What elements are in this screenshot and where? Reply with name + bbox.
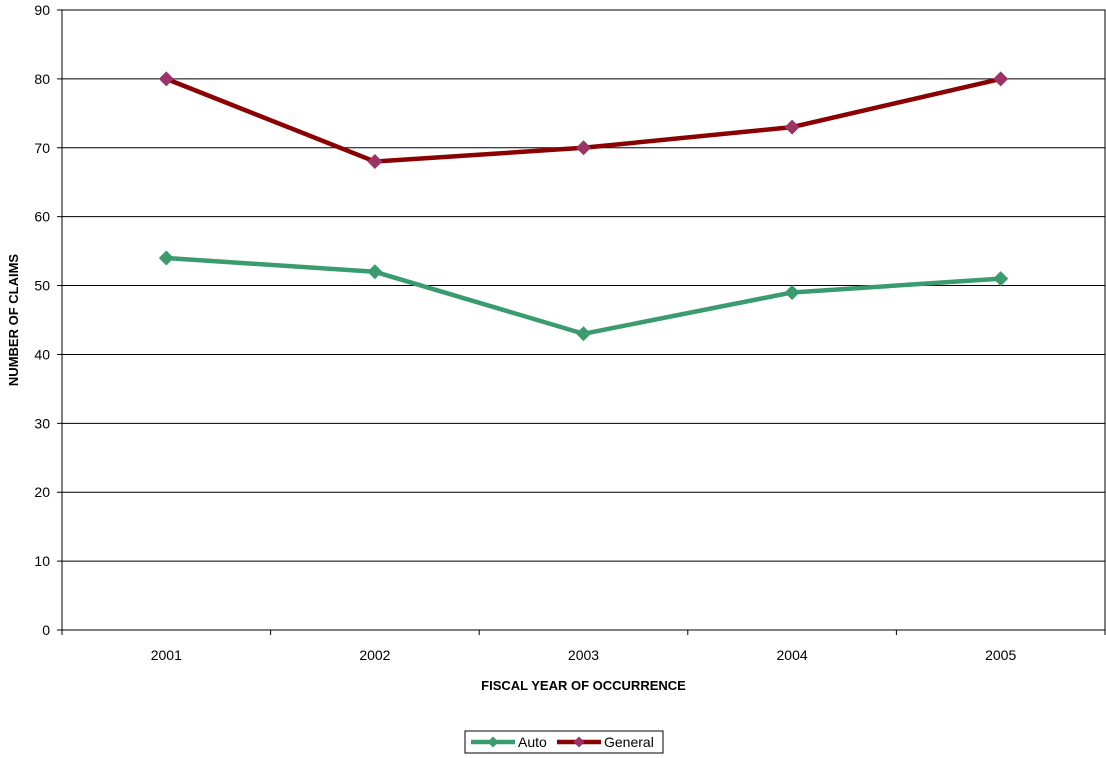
gridlines	[62, 78, 1105, 562]
auto-point	[784, 284, 800, 300]
legend: Auto General	[464, 730, 664, 754]
auto-point	[576, 326, 591, 342]
y-axis: 0 10 20 30 40 50 60 70 80 90	[34, 2, 62, 638]
legend-swatch-marker	[487, 736, 499, 748]
plot-area	[61, 9, 1106, 631]
x-tick-label: 2004	[777, 647, 808, 663]
y-tick-label: 30	[34, 415, 50, 431]
x-tick-label: 2001	[151, 647, 182, 663]
legend-item-general: General	[557, 734, 654, 750]
y-tick-label: 10	[34, 553, 50, 569]
legend-label: Auto	[518, 734, 547, 750]
auto-point	[993, 271, 1009, 287]
x-axis-title: FISCAL YEAR OF OCCURRENCE	[481, 678, 686, 693]
y-tick-label: 80	[34, 71, 50, 87]
x-tick-label: 2003	[568, 647, 599, 663]
general-point	[784, 119, 800, 135]
series-auto	[158, 250, 1009, 342]
general-point	[158, 71, 174, 87]
y-tick-label: 20	[34, 484, 50, 500]
auto-point	[367, 264, 383, 280]
legend-swatch-marker	[573, 736, 585, 748]
series-layer	[158, 71, 1009, 342]
y-tick-label: 50	[34, 278, 50, 294]
auto-point	[158, 250, 174, 266]
general-point	[367, 154, 383, 170]
y-tick-label: 40	[34, 346, 50, 362]
legend-label: General	[604, 734, 654, 750]
auto-line	[166, 255, 1001, 337]
y-tick-label: 90	[34, 2, 50, 18]
y-tick-label: 0	[42, 622, 50, 638]
x-tick-label: 2002	[359, 647, 390, 663]
general-point	[576, 140, 591, 156]
y-tick-label: 60	[34, 209, 50, 225]
x-axis: 2001 2002 2003 2004 2005	[61, 630, 1106, 663]
x-tick-label: 2005	[985, 647, 1016, 663]
series-general	[158, 71, 1009, 170]
general-point	[993, 71, 1009, 87]
legend-item-auto: Auto	[471, 734, 547, 750]
y-tick-label: 70	[34, 140, 50, 156]
y-axis-title: NUMBER OF CLAIMS	[6, 254, 21, 386]
